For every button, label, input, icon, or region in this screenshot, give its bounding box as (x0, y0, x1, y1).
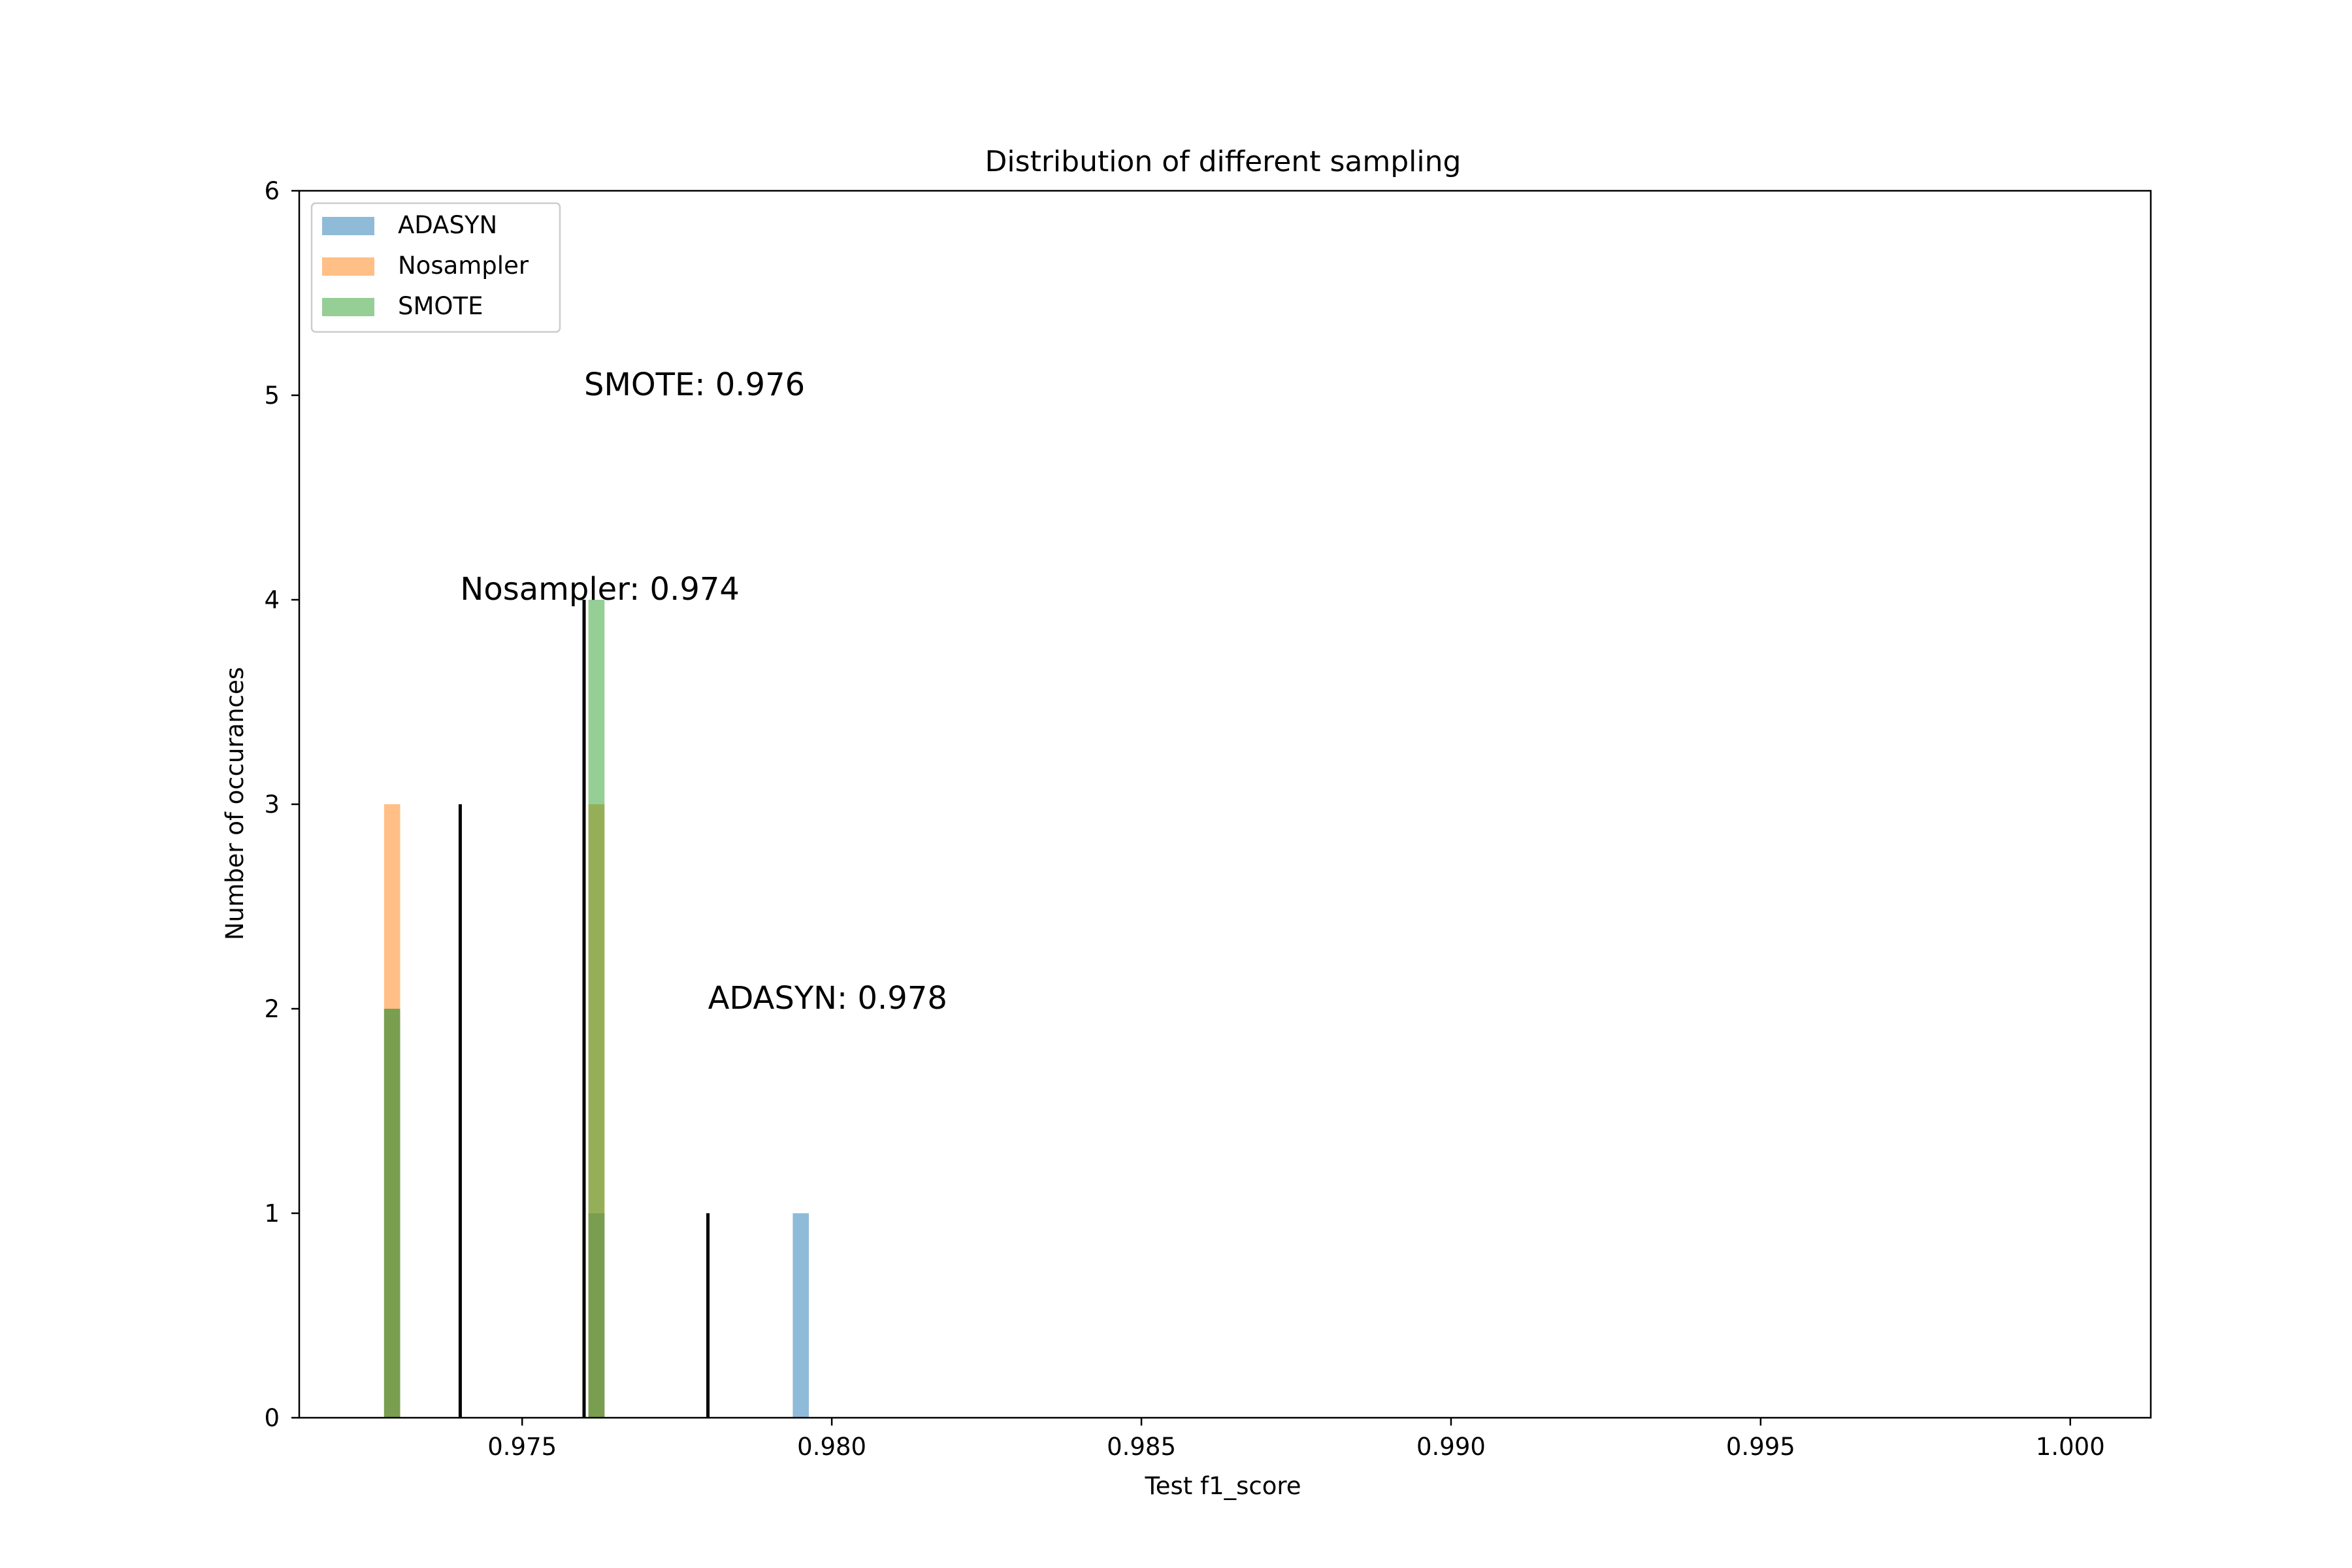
chart-title: Distribution of different sampling (985, 145, 1462, 178)
legend: ADASYN Nosampler SMOTE (310, 202, 561, 333)
x-axis: 0.975 0.980 0.985 0.990 0.995 1.000 (487, 1418, 2105, 1461)
legend-label-adasyn: ADASYN (398, 211, 497, 239)
bar-smote-1 (588, 600, 605, 1418)
legend-label-nosampler: Nosampler (398, 252, 529, 280)
x-tick-label: 0.985 (1107, 1433, 1176, 1461)
annotation-0: SMOTE: 0.976 (584, 367, 805, 403)
y-tick-label: 0 (264, 1404, 280, 1432)
x-tick-label: 0.995 (1726, 1433, 1795, 1461)
y-tick-label: 2 (264, 995, 280, 1023)
x-tick-label: 0.975 (487, 1433, 557, 1461)
annotation-1: Nosampler: 0.974 (460, 571, 740, 608)
annotation-2: ADASYN: 0.978 (708, 980, 947, 1017)
y-tick-label: 3 (264, 791, 280, 819)
y-axis: 0 1 2 3 4 5 6 (264, 177, 299, 1432)
y-tick-label: 6 (264, 177, 280, 205)
x-tick-label: 0.980 (797, 1433, 866, 1461)
y-tick-label: 5 (264, 382, 280, 410)
x-tick-label: 0.990 (1416, 1433, 1486, 1461)
plot-area: SMOTE: 0.976 Nosampler: 0.974 ADASYN: 0.97… (298, 189, 2152, 1419)
legend-swatch-smote (322, 298, 374, 316)
legend-swatch-nosampler (322, 257, 374, 276)
y-tick-label: 1 (264, 1200, 280, 1228)
bar-smote-0 (384, 1009, 400, 1418)
y-axis-label: Number of occurances (221, 667, 249, 940)
legend-swatch-adasyn (322, 217, 374, 235)
legend-label-smote: SMOTE (398, 292, 483, 320)
x-axis-label: Test f1_score (1144, 1472, 1301, 1500)
x-tick-label: 1.000 (2036, 1433, 2105, 1461)
bar-adasyn-2 (792, 1213, 809, 1418)
y-tick-label: 4 (264, 586, 280, 614)
